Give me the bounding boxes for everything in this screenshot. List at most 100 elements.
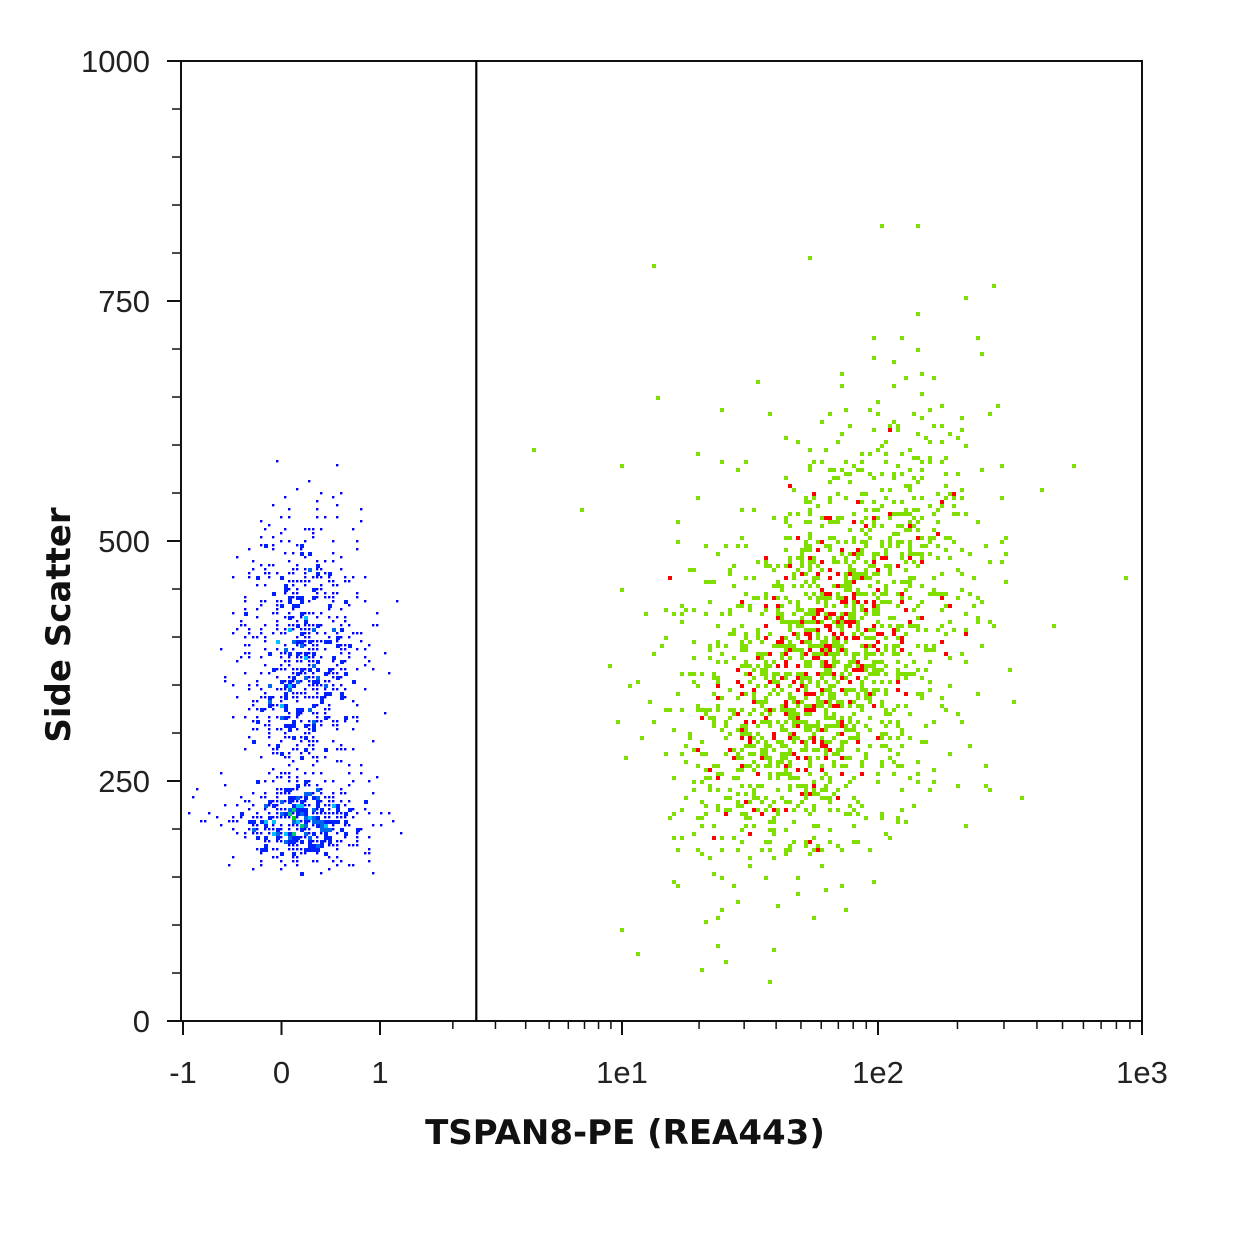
event-dot bbox=[308, 828, 311, 831]
event-dot bbox=[252, 804, 255, 807]
event-dot bbox=[792, 712, 796, 716]
event-dot bbox=[816, 612, 820, 616]
event-dot bbox=[868, 692, 872, 696]
event-dot bbox=[784, 648, 788, 652]
event-dot bbox=[960, 488, 964, 492]
event-dot bbox=[336, 812, 339, 815]
event-dot bbox=[724, 736, 728, 740]
event-dot bbox=[308, 696, 311, 699]
event-dot bbox=[896, 644, 900, 648]
event-dot bbox=[816, 576, 820, 580]
event-dot bbox=[272, 780, 275, 783]
event-dot bbox=[824, 740, 828, 744]
event-dot bbox=[620, 928, 624, 932]
event-dot bbox=[812, 652, 816, 656]
event-dot bbox=[264, 824, 268, 828]
event-dot bbox=[852, 572, 856, 576]
event-dot bbox=[748, 608, 752, 612]
event-dot bbox=[720, 408, 724, 412]
event-dot bbox=[992, 624, 996, 628]
event-dot bbox=[844, 460, 848, 464]
event-dot bbox=[800, 720, 804, 724]
event-dot bbox=[308, 784, 311, 787]
event-dot bbox=[820, 796, 824, 800]
event-dot bbox=[720, 836, 724, 840]
event-dot bbox=[324, 688, 327, 691]
event-dot bbox=[932, 644, 936, 648]
event-dot bbox=[296, 488, 299, 491]
event-dot bbox=[872, 556, 876, 560]
event-dot bbox=[748, 680, 752, 684]
event-dot bbox=[268, 720, 271, 723]
event-dot bbox=[748, 752, 752, 756]
event-dot bbox=[784, 808, 788, 812]
event-dot bbox=[968, 744, 972, 748]
event-dot bbox=[388, 812, 391, 815]
event-dot bbox=[888, 544, 892, 548]
event-dot bbox=[288, 828, 291, 831]
event-dot bbox=[752, 508, 756, 512]
event-dot bbox=[300, 660, 303, 663]
event-dot bbox=[260, 544, 263, 547]
event-dot bbox=[808, 544, 812, 548]
event-dot bbox=[288, 800, 292, 804]
event-dot bbox=[332, 668, 335, 671]
event-dot bbox=[832, 604, 836, 608]
event-dot bbox=[364, 664, 367, 667]
event-dot bbox=[1012, 700, 1016, 704]
event-dot bbox=[896, 724, 900, 728]
event-dot bbox=[252, 700, 255, 703]
event-dot bbox=[804, 572, 808, 576]
event-dot bbox=[328, 604, 332, 608]
event-dot bbox=[816, 792, 820, 796]
event-dot bbox=[256, 576, 260, 580]
event-dot bbox=[836, 748, 840, 752]
event-dot bbox=[684, 796, 688, 800]
event-dot bbox=[872, 336, 876, 340]
event-dot bbox=[276, 640, 280, 644]
event-dot bbox=[272, 504, 275, 507]
event-dot bbox=[820, 608, 824, 612]
event-dot bbox=[764, 764, 768, 768]
event-dot bbox=[804, 660, 808, 664]
event-dot bbox=[880, 680, 884, 684]
event-dot bbox=[836, 640, 840, 644]
event-dot bbox=[872, 592, 876, 596]
event-dot bbox=[764, 808, 768, 812]
event-dot bbox=[980, 352, 984, 356]
event-dot bbox=[740, 692, 744, 696]
event-dot bbox=[880, 744, 884, 748]
event-dot bbox=[320, 696, 324, 700]
event-dot bbox=[944, 472, 948, 476]
event-dot bbox=[800, 560, 804, 564]
event-dot bbox=[776, 788, 780, 792]
event-dot bbox=[876, 620, 880, 624]
event-dot bbox=[672, 776, 676, 780]
event-dot bbox=[776, 772, 780, 776]
event-dot bbox=[796, 556, 800, 560]
event-dot bbox=[828, 612, 832, 616]
event-dot bbox=[752, 736, 756, 740]
event-dot bbox=[868, 700, 872, 704]
event-dot bbox=[308, 680, 311, 683]
event-dot bbox=[808, 468, 812, 472]
event-dot bbox=[320, 812, 323, 815]
event-dot bbox=[948, 620, 952, 624]
event-dot bbox=[736, 800, 740, 804]
event-dot bbox=[716, 552, 720, 556]
event-dot bbox=[308, 632, 311, 635]
event-dot bbox=[324, 836, 328, 840]
event-dot bbox=[312, 848, 316, 852]
event-dot bbox=[836, 700, 840, 704]
event-dot bbox=[864, 692, 868, 696]
event-dot bbox=[916, 760, 920, 764]
event-dot bbox=[308, 636, 311, 639]
event-dot bbox=[900, 624, 904, 628]
event-dot bbox=[736, 776, 740, 780]
event-dot bbox=[744, 720, 748, 724]
event-dot bbox=[848, 624, 852, 628]
event-dot bbox=[264, 572, 267, 575]
event-dot bbox=[888, 712, 892, 716]
event-dot bbox=[340, 608, 343, 611]
event-dot bbox=[768, 840, 772, 844]
